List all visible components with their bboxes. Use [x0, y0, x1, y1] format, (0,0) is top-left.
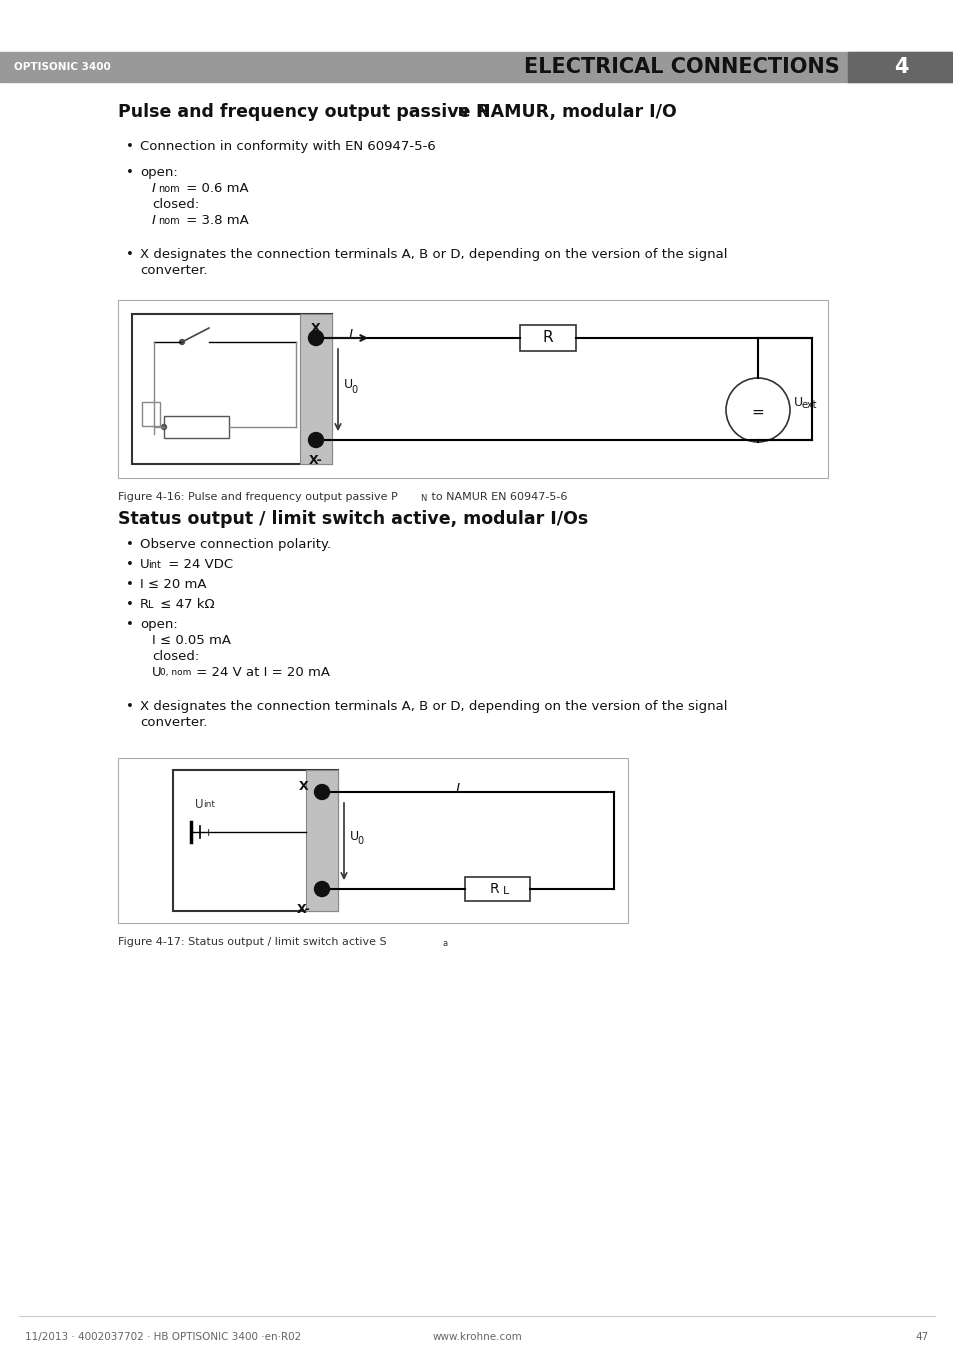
- Text: U: U: [344, 378, 353, 392]
- Text: open:: open:: [140, 166, 177, 178]
- Text: 47: 47: [915, 1332, 928, 1342]
- Text: = 3.8 mA: = 3.8 mA: [182, 213, 249, 227]
- Text: •: •: [126, 166, 133, 178]
- Text: a: a: [442, 939, 448, 948]
- Text: •: •: [126, 538, 133, 551]
- Text: 0: 0: [351, 385, 356, 394]
- Bar: [465, 877, 530, 901]
- Circle shape: [308, 331, 323, 346]
- Text: open:: open:: [140, 617, 177, 631]
- Text: •: •: [126, 617, 133, 631]
- Bar: [142, 403, 160, 426]
- Text: U: U: [793, 396, 802, 409]
- Bar: [306, 770, 337, 911]
- Bar: [164, 416, 229, 438]
- Text: I ≤ 0.05 mA: I ≤ 0.05 mA: [152, 634, 231, 647]
- Text: NAMUR, modular I/O: NAMUR, modular I/O: [470, 103, 676, 122]
- Text: OPTISONIC 3400: OPTISONIC 3400: [14, 62, 111, 72]
- Text: 0, nom: 0, nom: [160, 667, 192, 677]
- Bar: [519, 326, 576, 351]
- Circle shape: [179, 339, 184, 345]
- Text: Figure 4-17: Status output / limit switch active S: Figure 4-17: Status output / limit switc…: [118, 938, 386, 947]
- Text: I: I: [152, 182, 155, 195]
- Bar: [172, 770, 337, 911]
- Text: nom: nom: [158, 216, 179, 226]
- Text: R: R: [489, 882, 498, 896]
- Text: Status output / limit switch active, modular I/Os: Status output / limit switch active, mod…: [118, 509, 588, 528]
- Text: L: L: [148, 600, 153, 611]
- Text: U: U: [140, 558, 150, 571]
- Text: to NAMUR EN 60947-5-6: to NAMUR EN 60947-5-6: [428, 492, 567, 503]
- Bar: [299, 313, 332, 463]
- Text: converter.: converter.: [140, 263, 208, 277]
- Text: I ≤ 20 mA: I ≤ 20 mA: [140, 578, 206, 590]
- Text: ≤ 47 kΩ: ≤ 47 kΩ: [156, 598, 214, 611]
- Text: Figure 4-16: Pulse and frequency output passive P: Figure 4-16: Pulse and frequency output …: [118, 492, 397, 503]
- Text: R: R: [140, 598, 149, 611]
- Text: X-: X-: [296, 902, 311, 916]
- Text: X designates the connection terminals A, B or D, depending on the version of the: X designates the connection terminals A,…: [140, 249, 727, 261]
- Text: •: •: [126, 700, 133, 713]
- Text: X designates the connection terminals A, B or D, depending on the version of the: X designates the connection terminals A,…: [140, 700, 727, 713]
- Text: ext: ext: [801, 400, 817, 409]
- Text: closed:: closed:: [152, 650, 199, 663]
- Text: •: •: [126, 598, 133, 611]
- Text: www.krohne.com: www.krohne.com: [432, 1332, 521, 1342]
- Text: X-: X-: [309, 454, 322, 467]
- Text: = 24 VDC: = 24 VDC: [164, 558, 233, 571]
- Circle shape: [161, 424, 167, 430]
- Circle shape: [314, 785, 329, 800]
- Circle shape: [725, 378, 789, 442]
- Circle shape: [314, 881, 329, 897]
- Text: X: X: [311, 322, 320, 335]
- Text: I: I: [349, 328, 353, 342]
- Text: L: L: [502, 886, 509, 896]
- Text: nom: nom: [158, 184, 179, 195]
- Text: = 0.6 mA: = 0.6 mA: [182, 182, 249, 195]
- Text: U: U: [194, 798, 203, 811]
- Text: •: •: [126, 249, 133, 261]
- Text: int: int: [203, 800, 214, 809]
- Text: =: =: [751, 404, 763, 420]
- Bar: [118, 300, 827, 478]
- Text: I: I: [456, 782, 459, 796]
- Text: U: U: [350, 830, 358, 843]
- Text: I: I: [152, 213, 155, 227]
- Text: N: N: [457, 105, 468, 119]
- Text: Observe connection polarity.: Observe connection polarity.: [140, 538, 331, 551]
- Text: •: •: [126, 578, 133, 590]
- Bar: [118, 758, 627, 923]
- Text: R: R: [542, 331, 553, 346]
- Text: Pulse and frequency output passive P: Pulse and frequency output passive P: [118, 103, 489, 122]
- Bar: [132, 313, 332, 463]
- Text: •: •: [126, 141, 133, 153]
- Text: +: +: [204, 828, 213, 838]
- Bar: [847, 51, 953, 82]
- Text: N: N: [419, 494, 426, 503]
- Text: = 24 V at I = 20 mA: = 24 V at I = 20 mA: [192, 666, 330, 680]
- Circle shape: [308, 432, 323, 447]
- Text: U: U: [152, 666, 161, 680]
- Text: int: int: [148, 561, 161, 570]
- Text: X: X: [299, 780, 309, 793]
- Text: ELECTRICAL CONNECTIONS: ELECTRICAL CONNECTIONS: [524, 57, 840, 77]
- Text: converter.: converter.: [140, 716, 208, 730]
- Text: 0: 0: [356, 836, 363, 847]
- Text: closed:: closed:: [152, 199, 199, 211]
- Text: •: •: [126, 558, 133, 571]
- Text: 11/2013 · 4002037702 · HB OPTISONIC 3400 ·en·R02: 11/2013 · 4002037702 · HB OPTISONIC 3400…: [25, 1332, 301, 1342]
- Text: 4: 4: [893, 57, 907, 77]
- Text: Connection in conformity with EN 60947-5-6: Connection in conformity with EN 60947-5…: [140, 141, 436, 153]
- Bar: [0, 51, 953, 82]
